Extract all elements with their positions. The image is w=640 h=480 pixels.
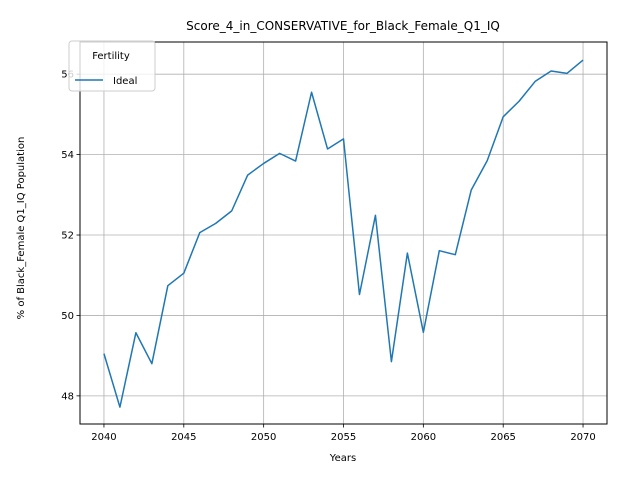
x-axis-label: Years [329,453,356,464]
x-tick-label: 2060 [411,432,436,443]
x-tick-label: 2065 [490,432,515,443]
x-tick-label: 2040 [91,432,116,443]
y-tick-label: 52 [61,231,74,242]
y-axis-label: % of Black_Female Q1_IQ Population [16,137,27,320]
legend-label-ideal: Ideal [113,76,137,87]
y-tick-label: 54 [61,150,74,161]
x-tick-label: 2045 [171,432,196,443]
legend-title: Fertility [92,51,130,62]
y-tick-label: 50 [61,311,74,322]
x-tick-label: 2070 [570,432,595,443]
legend: Fertility Ideal [69,41,155,91]
legend-box [69,41,155,91]
x-tick-label: 2055 [331,432,356,443]
x-tick-label: 2050 [251,432,276,443]
y-tick-label: 48 [61,391,74,402]
chart-title: Score_4_in_CONSERVATIVE_for_Black_Female… [186,19,500,33]
